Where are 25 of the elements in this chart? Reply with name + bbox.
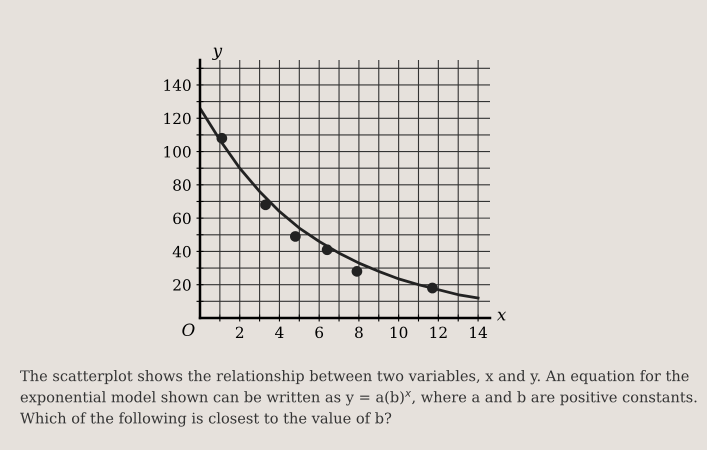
y-tick-label: 120 — [164, 112, 191, 124]
y-tick-label: 100 — [164, 146, 191, 158]
point — [216, 132, 228, 144]
x-tick-label: 6 — [315, 326, 324, 338]
y-tick-label: 140 — [164, 79, 191, 91]
point — [290, 231, 301, 242]
y-axis-title: y — [212, 48, 222, 60]
x-tick-label: 10 — [390, 326, 408, 338]
text: The scatterplot shows the relationship between two variables, x and y. An equation for the exponential model shown can be written as y = a(b)$^{x}$, where a and b are positive constants. Which of the following is closest to the value of b? — [20, 370, 696, 427]
point — [427, 282, 438, 294]
x-tick-label: 14 — [470, 326, 488, 338]
line-series — [200, 106, 480, 300]
point — [322, 244, 332, 256]
x-tick-label: 8 — [355, 326, 363, 338]
y-tick-label: 80 — [173, 179, 191, 191]
point — [352, 266, 362, 277]
point — [260, 199, 271, 210]
y-tick-label: 20 — [173, 279, 191, 291]
x-axis-title: x — [496, 312, 506, 320]
x-tick-label: 2 — [236, 326, 244, 338]
y-tick-label: 40 — [172, 246, 191, 258]
x-tick-label: 4 — [275, 326, 284, 338]
text: O — [182, 323, 194, 336]
y-tick-label: 60 — [173, 212, 191, 224]
x-tick-label: 12 — [430, 326, 447, 338]
